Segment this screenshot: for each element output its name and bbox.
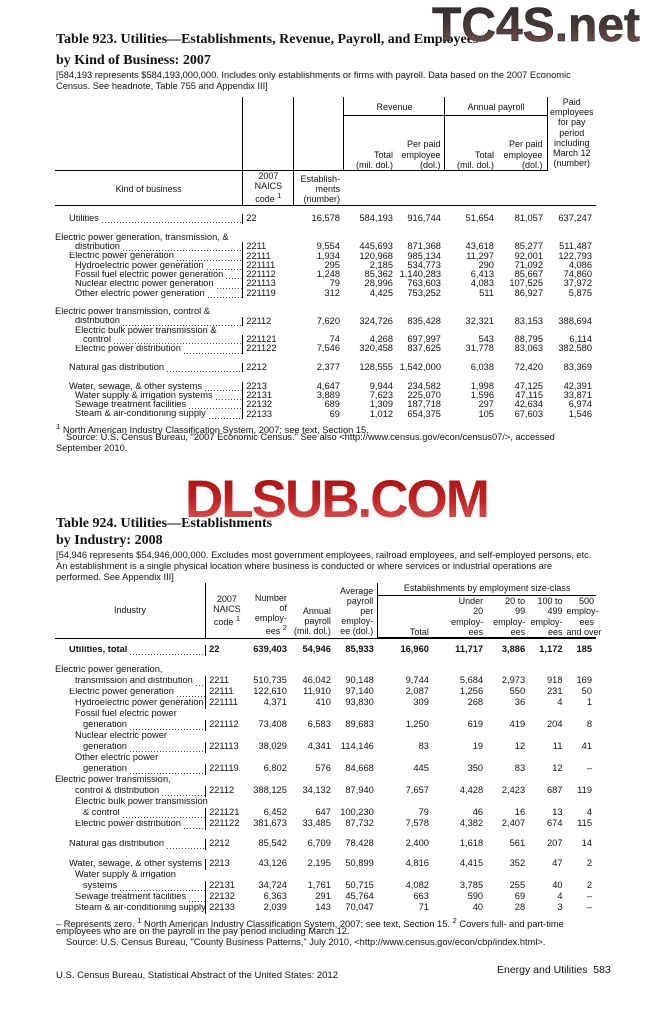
svg-text:DLSUB.COM: DLSUB.COM [185, 473, 488, 529]
svg-text:TC4S.net: TC4S.net [432, 0, 640, 52]
